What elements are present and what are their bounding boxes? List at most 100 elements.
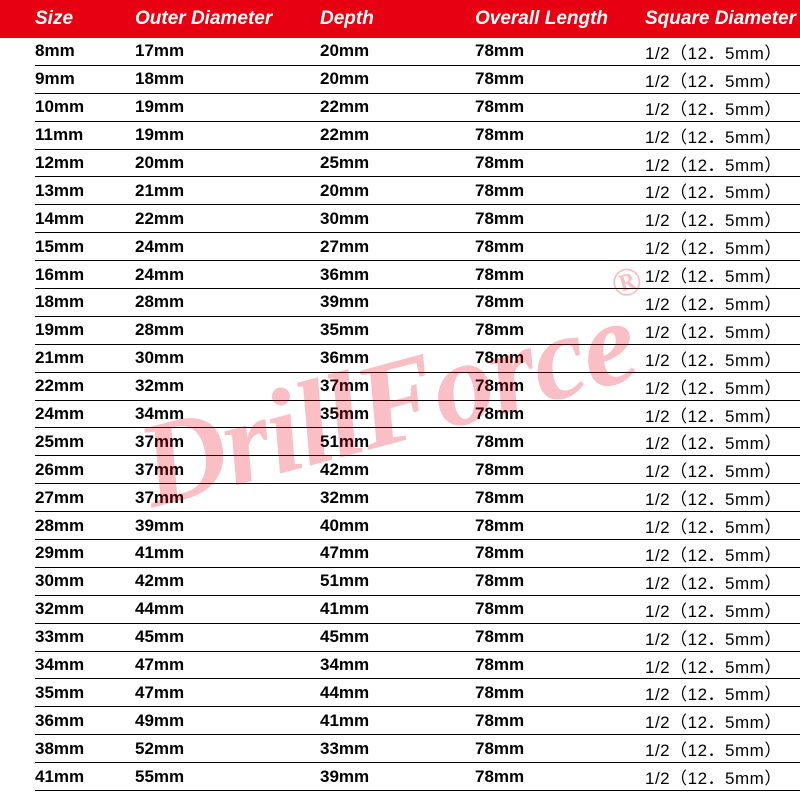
- table-row: 35mm47mm44mm78mm1/2（12．5mm）: [35, 679, 800, 707]
- cell-outer: 17mm: [135, 41, 320, 61]
- table-row: 21mm30mm36mm78mm1/2（12．5mm）: [35, 345, 800, 373]
- cell-size: 12mm: [35, 153, 135, 173]
- cell-size: 38mm: [35, 739, 135, 759]
- table-row: 8mm17mm20mm78mm1/2（12．5mm）: [35, 38, 800, 66]
- cell-length: 78mm: [475, 627, 645, 647]
- cell-outer: 39mm: [135, 516, 320, 536]
- header-outer: Outer Diameter: [135, 8, 320, 30]
- cell-outer: 34mm: [135, 404, 320, 424]
- cell-depth: 51mm: [320, 432, 475, 452]
- cell-length: 78mm: [475, 516, 645, 536]
- cell-size: 25mm: [35, 432, 135, 452]
- cell-depth: 34mm: [320, 655, 475, 675]
- cell-size: 9mm: [35, 69, 135, 89]
- cell-depth: 42mm: [320, 460, 475, 480]
- cell-size: 26mm: [35, 460, 135, 480]
- cell-outer: 30mm: [135, 348, 320, 368]
- cell-outer: 32mm: [135, 376, 320, 396]
- table-body: 8mm17mm20mm78mm1/2（12．5mm）9mm18mm20mm78m…: [0, 38, 800, 791]
- cell-size: 36mm: [35, 711, 135, 731]
- cell-size: 14mm: [35, 209, 135, 229]
- cell-length: 78mm: [475, 767, 645, 787]
- cell-length: 78mm: [475, 153, 645, 173]
- table-row: 33mm45mm45mm78mm1/2（12．5mm）: [35, 624, 800, 652]
- cell-outer: 41mm: [135, 543, 320, 563]
- cell-outer: 28mm: [135, 292, 320, 312]
- cell-length: 78mm: [475, 711, 645, 731]
- cell-square: 1/2（12．5mm）: [645, 318, 800, 343]
- cell-depth: 37mm: [320, 376, 475, 396]
- cell-square: 1/2（12．5mm）: [645, 67, 800, 92]
- table-row: 11mm19mm22mm78mm1/2（12．5mm）: [35, 122, 800, 150]
- cell-square: 1/2（12．5mm）: [645, 262, 800, 287]
- cell-outer: 47mm: [135, 683, 320, 703]
- cell-square: 1/2（12．5mm）: [645, 625, 800, 650]
- cell-depth: 20mm: [320, 181, 475, 201]
- cell-depth: 45mm: [320, 627, 475, 647]
- cell-depth: 35mm: [320, 320, 475, 340]
- cell-square: 1/2（12．5mm）: [645, 680, 800, 705]
- cell-length: 78mm: [475, 97, 645, 117]
- cell-depth: 47mm: [320, 543, 475, 563]
- table-row: 19mm28mm35mm78mm1/2（12．5mm）: [35, 317, 800, 345]
- table-row: 32mm44mm41mm78mm1/2（12．5mm）: [35, 596, 800, 624]
- cell-square: 1/2（12．5mm）: [645, 151, 800, 176]
- cell-outer: 49mm: [135, 711, 320, 731]
- cell-depth: 33mm: [320, 739, 475, 759]
- cell-square: 1/2（12．5mm）: [645, 513, 800, 538]
- cell-size: 35mm: [35, 683, 135, 703]
- cell-square: 1/2（12．5mm）: [645, 234, 800, 259]
- header-square: Square Diameter: [645, 8, 800, 30]
- cell-square: 1/2（12．5mm）: [645, 290, 800, 315]
- cell-length: 78mm: [475, 41, 645, 61]
- cell-outer: 45mm: [135, 627, 320, 647]
- table-row: 22mm32mm37mm78mm1/2（12．5mm）: [35, 373, 800, 401]
- table-row: 13mm21mm20mm78mm1/2（12．5mm）: [35, 177, 800, 205]
- cell-depth: 25mm: [320, 153, 475, 173]
- cell-square: 1/2（12．5mm）: [645, 374, 800, 399]
- cell-outer: 19mm: [135, 97, 320, 117]
- cell-size: 34mm: [35, 655, 135, 675]
- cell-size: 41mm: [35, 767, 135, 787]
- cell-size: 21mm: [35, 348, 135, 368]
- cell-outer: 44mm: [135, 599, 320, 619]
- cell-square: 1/2（12．5mm）: [645, 736, 800, 761]
- cell-length: 78mm: [475, 209, 645, 229]
- table-row: 29mm41mm47mm78mm1/2（12．5mm）: [35, 540, 800, 568]
- table-row: 25mm37mm51mm78mm1/2（12．5mm）: [35, 428, 800, 456]
- cell-depth: 32mm: [320, 488, 475, 508]
- cell-length: 78mm: [475, 292, 645, 312]
- cell-square: 1/2（12．5mm）: [645, 95, 800, 120]
- cell-length: 78mm: [475, 125, 645, 145]
- table-row: 16mm24mm36mm78mm1/2（12．5mm）: [35, 261, 800, 289]
- cell-length: 78mm: [475, 739, 645, 759]
- cell-square: 1/2（12．5mm）: [645, 541, 800, 566]
- cell-length: 78mm: [475, 683, 645, 703]
- cell-depth: 36mm: [320, 265, 475, 285]
- cell-length: 78mm: [475, 348, 645, 368]
- cell-depth: 51mm: [320, 571, 475, 591]
- cell-square: 1/2（12．5mm）: [645, 429, 800, 454]
- cell-length: 78mm: [475, 265, 645, 285]
- cell-length: 78mm: [475, 320, 645, 340]
- cell-outer: 55mm: [135, 767, 320, 787]
- cell-square: 1/2（12．5mm）: [645, 123, 800, 148]
- cell-size: 10mm: [35, 97, 135, 117]
- cell-depth: 22mm: [320, 97, 475, 117]
- cell-outer: 37mm: [135, 488, 320, 508]
- table-row: 24mm34mm35mm78mm1/2（12．5mm）: [35, 401, 800, 429]
- table-row: 38mm52mm33mm78mm1/2（12．5mm）: [35, 735, 800, 763]
- cell-depth: 27mm: [320, 237, 475, 257]
- cell-square: 1/2（12．5mm）: [645, 764, 800, 789]
- table-row: 10mm19mm22mm78mm1/2（12．5mm）: [35, 94, 800, 122]
- table-row: 30mm42mm51mm78mm1/2（12．5mm）: [35, 568, 800, 596]
- cell-depth: 22mm: [320, 125, 475, 145]
- cell-size: 13mm: [35, 181, 135, 201]
- cell-square: 1/2（12．5mm）: [645, 178, 800, 203]
- table-row: 28mm39mm40mm78mm1/2（12．5mm）: [35, 512, 800, 540]
- table-row: 9mm18mm20mm78mm1/2（12．5mm）: [35, 66, 800, 94]
- table-row: 27mm37mm32mm78mm1/2（12．5mm）: [35, 484, 800, 512]
- cell-size: 33mm: [35, 627, 135, 647]
- cell-length: 78mm: [475, 460, 645, 480]
- table-row: 15mm24mm27mm78mm1/2（12．5mm）: [35, 233, 800, 261]
